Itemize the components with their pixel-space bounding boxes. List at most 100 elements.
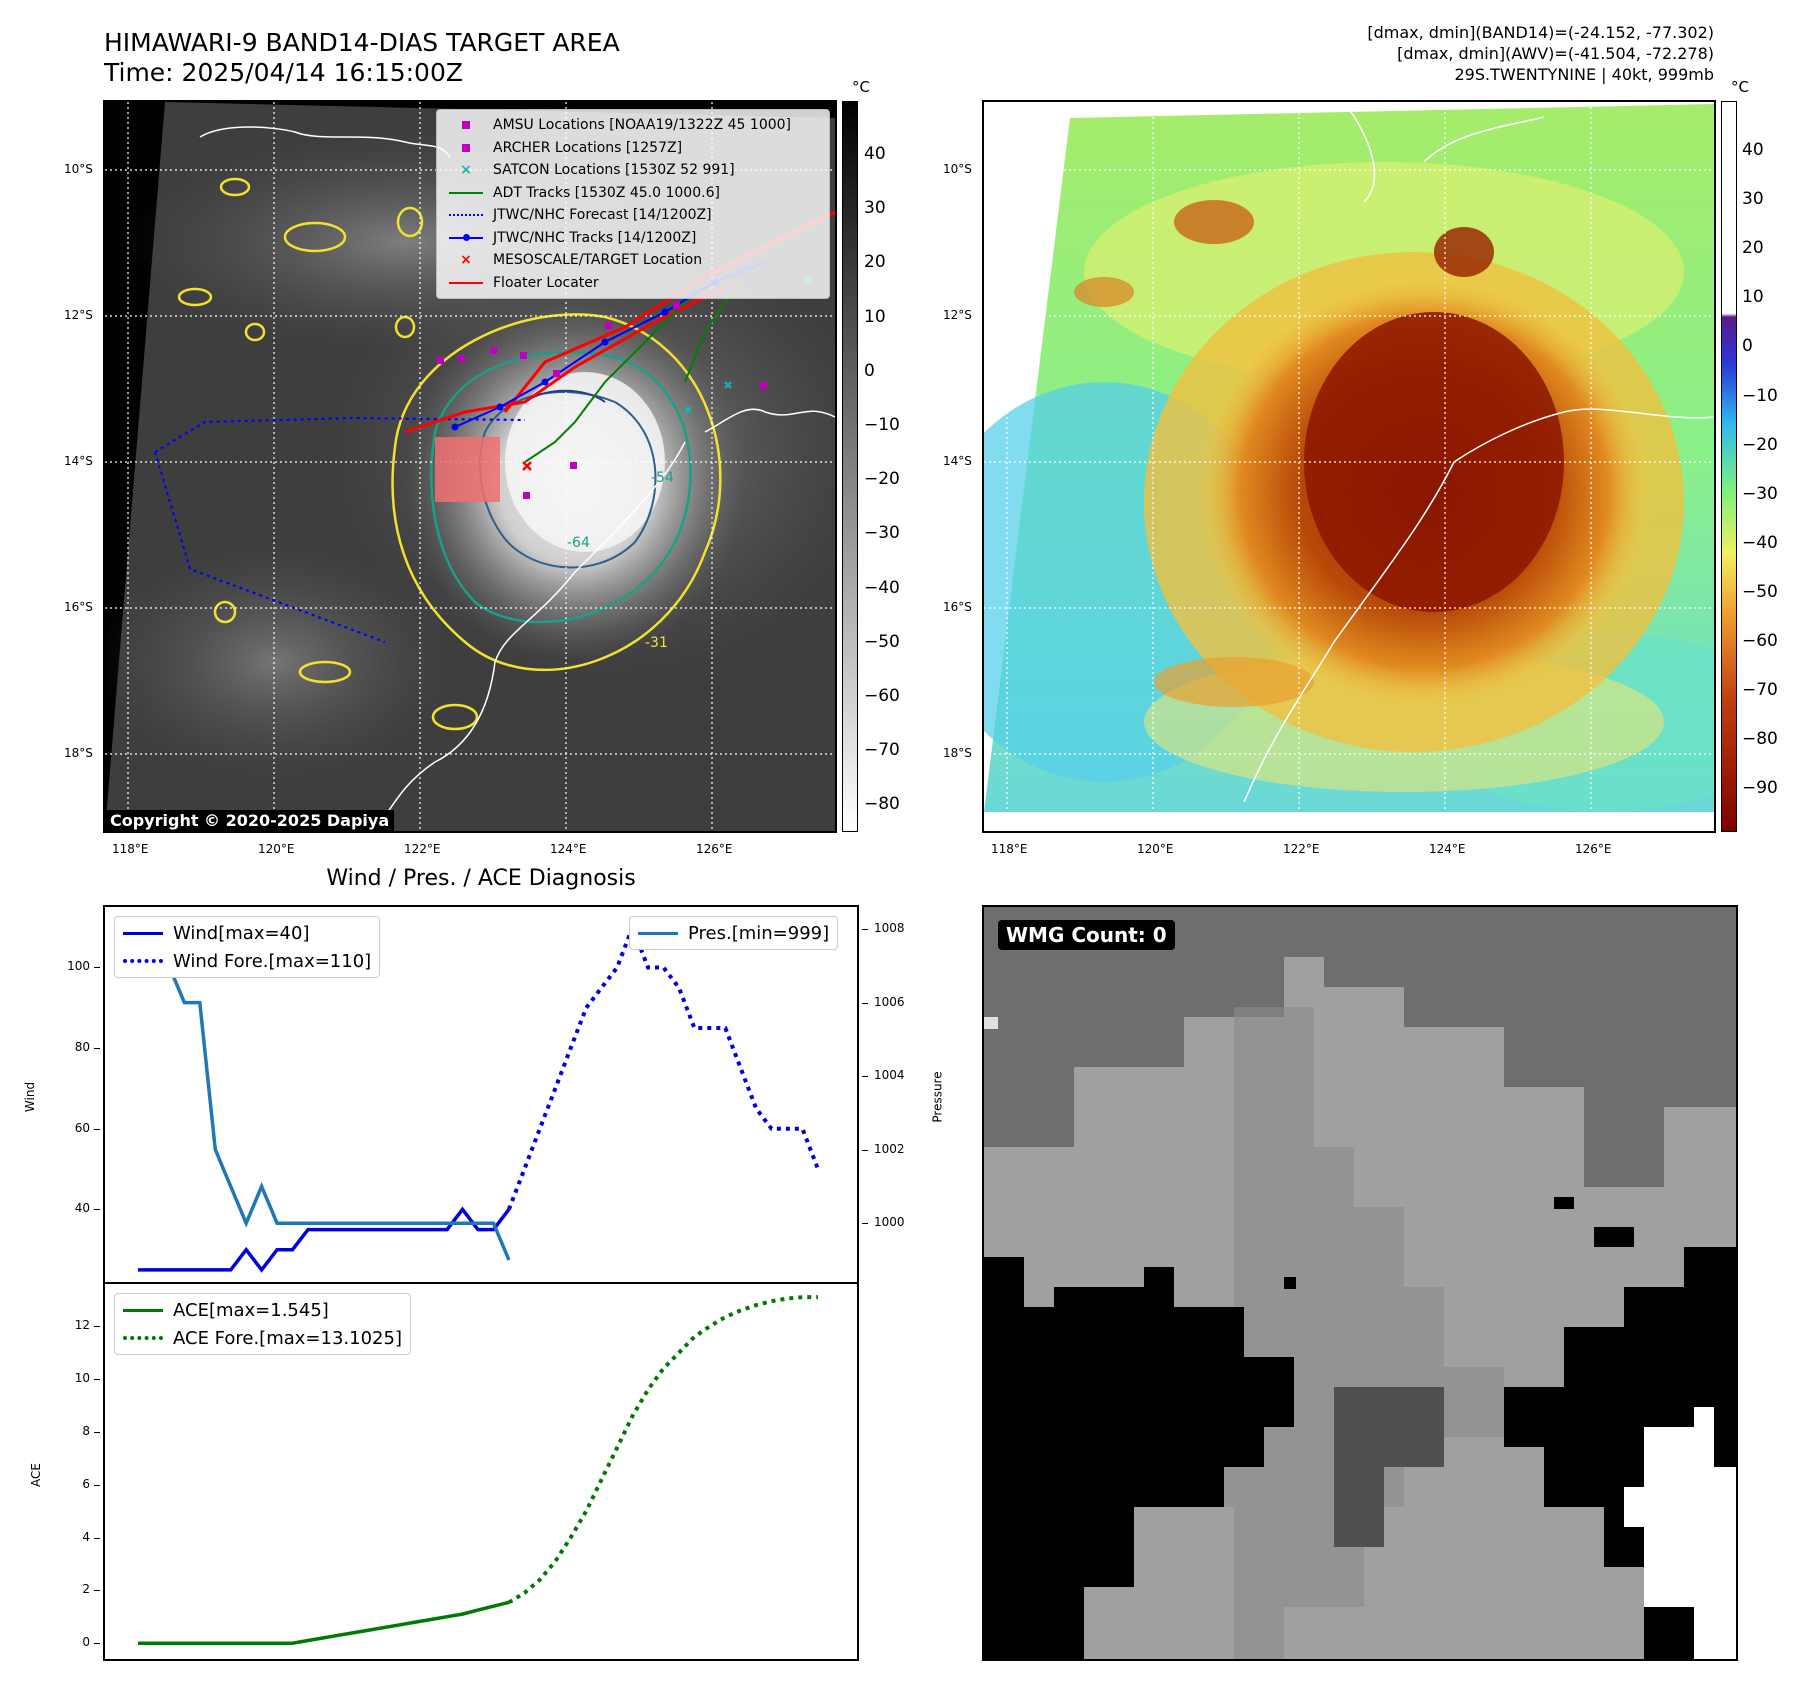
pressure-y-tick: 1006 bbox=[874, 994, 905, 1009]
pressure-y-tick-mark bbox=[862, 1002, 868, 1004]
legend-jtwc-tracks: JTWC/NHC Tracks [14/1200Z] bbox=[445, 227, 821, 250]
series-line-pres bbox=[136, 928, 511, 1261]
contour-label-54: -54 bbox=[651, 470, 674, 486]
ace-plot bbox=[138, 1295, 819, 1645]
ir-lon-tick: 122°E bbox=[404, 842, 441, 856]
ir-colorbar-tick: −10 bbox=[864, 415, 900, 435]
series-line-wind bbox=[138, 1206, 511, 1273]
ir-colorbar-tick: −50 bbox=[864, 631, 900, 652]
legend-adt-label: ADT Tracks [1530Z 45.0 1000.6] bbox=[493, 184, 720, 201]
wind-y-tick-mark bbox=[94, 967, 100, 969]
dmax-awv-text: [dmax, dmin](AWV)=(-41.504, -72.278) bbox=[1397, 44, 1714, 63]
legend-ace: ACE[max=1.545] bbox=[123, 1296, 402, 1324]
awv-colorbar-tick: 0 bbox=[1742, 336, 1753, 357]
contour-label-64: -64 bbox=[567, 535, 590, 551]
figure-time: Time: 2025/04/14 16:15:00Z bbox=[104, 58, 463, 87]
legend-pressure-label: Pres.[min=999] bbox=[688, 922, 830, 944]
legend-mesoscale-label: MESOSCALE/TARGET Location bbox=[493, 252, 703, 269]
ace-y-tick-mark bbox=[94, 1590, 100, 1592]
awv-colorbar-tick: −50 bbox=[1742, 581, 1778, 602]
ace-y-tick-mark bbox=[94, 1326, 100, 1328]
wind-y-tick: 60 bbox=[74, 1120, 90, 1135]
awv-water-vapor-map[interactable] bbox=[982, 100, 1716, 833]
awv-lon-tick: 122°E bbox=[1283, 842, 1320, 856]
ace-legend: ACE[max=1.545] ACE Fore.[max=13.1025] bbox=[114, 1293, 411, 1355]
ir-colorbar-unit: °C bbox=[852, 78, 870, 96]
legend-floater-label: Floater Locater bbox=[493, 274, 599, 291]
ace-y-tick-mark bbox=[94, 1643, 100, 1645]
wind-legend: Wind[max=40] Wind Fore.[max=110] bbox=[114, 916, 381, 978]
series-line-ace bbox=[138, 1600, 510, 1645]
wind-pressure-plot bbox=[136, 921, 820, 1273]
awv-lon-tick: 126°E bbox=[1575, 842, 1612, 856]
awv-lon-tick: 118°E bbox=[991, 842, 1028, 856]
awv-colorbar-unit: °C bbox=[1731, 78, 1749, 96]
ace-y-tick-mark bbox=[94, 1484, 100, 1486]
legend-amsu-label: AMSU Locations [NOAA19/1322Z 45 1000] bbox=[493, 117, 792, 134]
awv-colorbar-tick: 30 bbox=[1742, 189, 1764, 210]
wind-axis-label: Wind bbox=[23, 1081, 38, 1113]
legend-jtwc-forecast: JTWC/NHC Forecast [14/1200Z] bbox=[445, 204, 821, 227]
legend-adt: ADT Tracks [1530Z 45.0 1000.6] bbox=[445, 182, 821, 205]
legend-wind-label: Wind[max=40] bbox=[173, 922, 310, 944]
series-line-ace-fore bbox=[507, 1295, 819, 1605]
ace-y-tick: 4 bbox=[82, 1529, 90, 1544]
diagnosis-title: Wind / Pres. / ACE Diagnosis bbox=[326, 866, 636, 891]
awv-colorbar-tick: −10 bbox=[1742, 385, 1778, 406]
awv-colorbar-tick: −40 bbox=[1742, 532, 1778, 553]
legend-jtwc-tracks-label: JTWC/NHC Tracks [14/1200Z] bbox=[493, 229, 697, 246]
awv-lon-tick: 124°E bbox=[1429, 842, 1466, 856]
wind-y-tick-mark bbox=[94, 1209, 100, 1211]
wind-y-tick: 100 bbox=[67, 959, 90, 974]
ir-colorbar-tick: 0 bbox=[864, 360, 875, 381]
ir-lon-tick: 124°E bbox=[550, 842, 587, 856]
ace-chart[interactable]: ACE[max=1.545] ACE Fore.[max=13.1025] bbox=[103, 1282, 859, 1661]
ace-y-tick: 8 bbox=[82, 1423, 90, 1438]
pressure-y-tick-mark bbox=[862, 1149, 868, 1151]
wind-pressure-chart[interactable]: Wind[max=40] Wind Fore.[max=110] Pres.[m… bbox=[103, 905, 859, 1284]
series-line-wind-fore bbox=[507, 921, 820, 1211]
ace-y-tick: 12 bbox=[74, 1318, 90, 1333]
ace-y-tick: 10 bbox=[74, 1371, 90, 1386]
legend-ace-fore: ACE Fore.[max=13.1025] bbox=[123, 1324, 402, 1352]
awv-colorbar-tick: −70 bbox=[1742, 680, 1778, 701]
pressure-axis-label: Pressure bbox=[930, 1071, 945, 1123]
pressure-y-tick-mark bbox=[862, 929, 868, 931]
legend-jtwc-forecast-label: JTWC/NHC Forecast [14/1200Z] bbox=[493, 207, 712, 224]
legend-satcon: × SATCON Locations [1530Z 52 991] bbox=[460, 162, 735, 179]
awv-colorbar-tick: −20 bbox=[1742, 434, 1778, 455]
awv-lat-tick: 16°S bbox=[943, 600, 972, 614]
copyright-notice: Copyright © 2020-2025 Dapiya bbox=[105, 810, 395, 831]
ir-lon-tick: 126°E bbox=[696, 842, 733, 856]
awv-lon-tick: 120°E bbox=[1137, 842, 1174, 856]
awv-lat-tick: 10°S bbox=[943, 162, 972, 176]
awv-lat-tick: 18°S bbox=[943, 746, 972, 760]
awv-colorbar-tick: 40 bbox=[1742, 140, 1764, 160]
legend-satcon-label: SATCON Locations [1530Z 52 991] bbox=[493, 162, 735, 179]
ir-colorbar-tick: −30 bbox=[864, 523, 900, 544]
ir-satellite-map[interactable]: -54 -64 -31 AMSU Locations [NOAA19/1322Z… bbox=[103, 100, 837, 833]
wind-y-tick: 40 bbox=[74, 1201, 90, 1216]
awv-colorbar-tick: −60 bbox=[1742, 631, 1778, 651]
ir-colorbar-tick: 10 bbox=[864, 306, 886, 327]
pressure-y-tick: 1002 bbox=[874, 1141, 905, 1156]
ace-y-tick-mark bbox=[94, 1537, 100, 1539]
ir-colorbar-tick: 30 bbox=[864, 198, 886, 219]
ir-lat-tick: 18°S bbox=[64, 746, 93, 760]
wmg-classification-panel[interactable]: WMG Count: 0 bbox=[982, 905, 1738, 1661]
pressure-y-tick: 1000 bbox=[874, 1215, 905, 1230]
ir-lat-tick: 12°S bbox=[64, 308, 93, 322]
wmg-count-badge: WMG Count: 0 bbox=[998, 920, 1175, 950]
awv-lat-tick: 12°S bbox=[943, 308, 972, 322]
ir-lat-tick: 14°S bbox=[64, 454, 93, 468]
ace-axis-label: ACE bbox=[28, 1463, 43, 1487]
awv-map-svg bbox=[984, 102, 1714, 831]
ace-y-tick-mark bbox=[94, 1379, 100, 1381]
ace-y-tick: 6 bbox=[82, 1476, 90, 1491]
ir-colorbar-tick: 40 bbox=[864, 144, 886, 164]
ir-lon-tick: 118°E bbox=[112, 842, 149, 856]
ace-y-tick: 2 bbox=[82, 1582, 90, 1597]
legend-ace-label: ACE[max=1.545] bbox=[173, 1299, 329, 1321]
ir-lon-tick: 120°E bbox=[258, 842, 295, 856]
ace-y-tick: 0 bbox=[82, 1635, 90, 1650]
